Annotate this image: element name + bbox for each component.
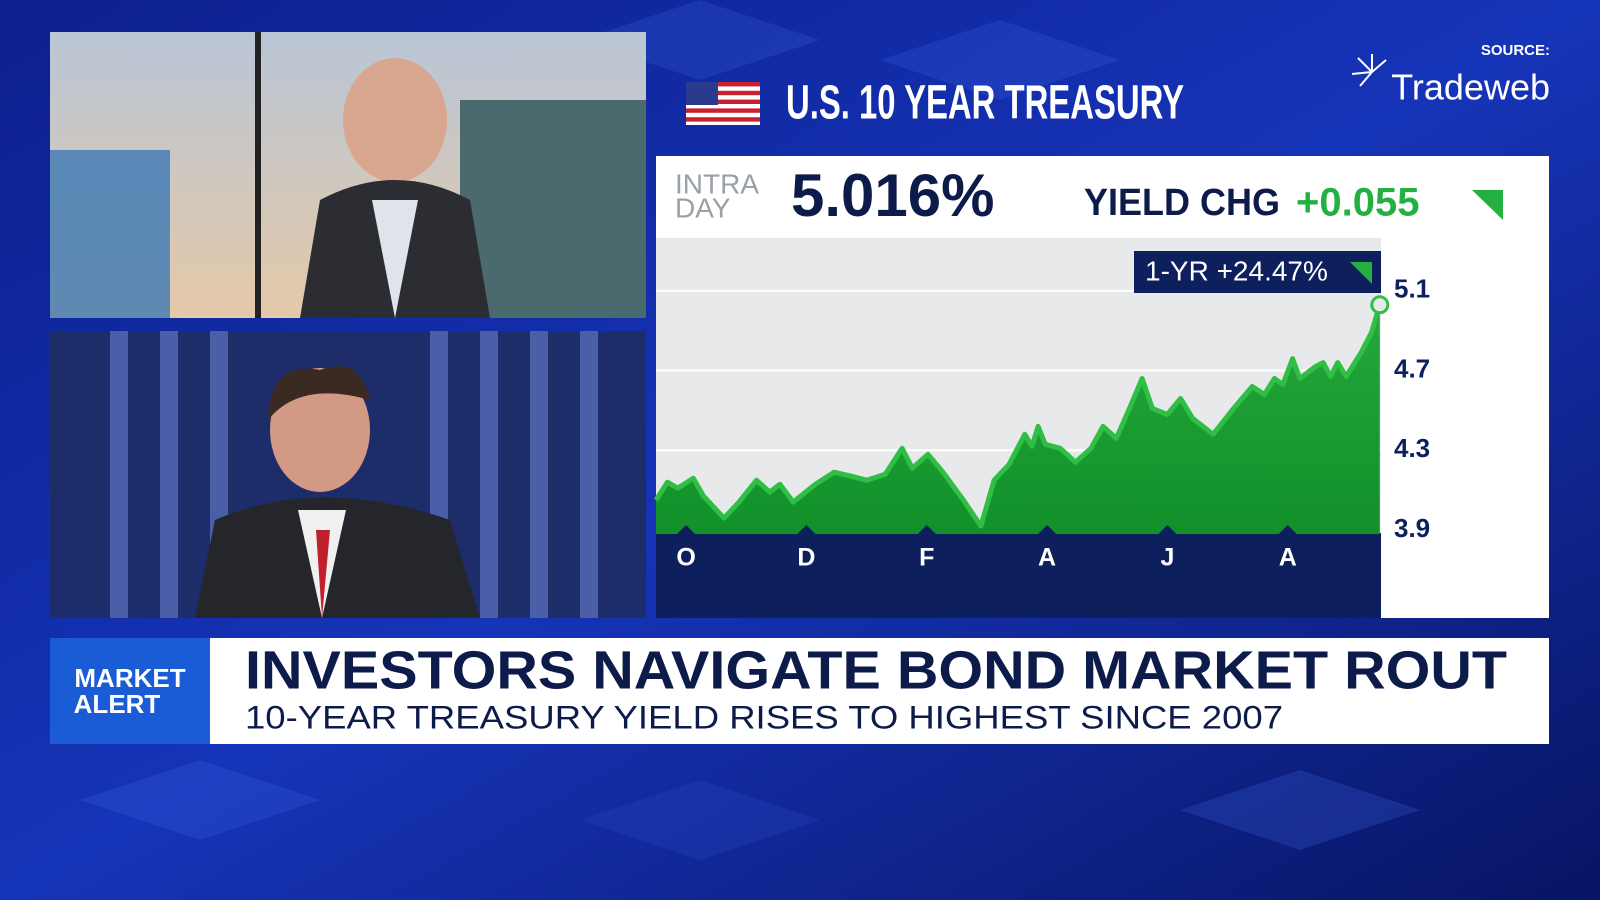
yield-value: 5.016% xyxy=(791,162,995,229)
x-tick-mark xyxy=(1158,525,1177,534)
line xyxy=(653,304,1383,529)
x-tick-mark xyxy=(677,525,696,534)
intraday-label: INTRA xyxy=(675,168,759,199)
x-axis-band xyxy=(656,533,1381,618)
headline: INVESTORS NAVIGATE BOND MARKET ROUT xyxy=(245,640,1507,700)
end-marker xyxy=(1370,295,1390,315)
x-tick-mark xyxy=(917,525,936,534)
one-year-badge xyxy=(1134,251,1381,293)
x-tick-mark xyxy=(797,525,816,534)
alert-tag-text: MARKET xyxy=(74,663,185,693)
source-name: Tradeweb xyxy=(1391,67,1550,108)
x-tick-label: O xyxy=(676,544,695,572)
one-year-change: 1-YR +24.47% xyxy=(1145,255,1328,286)
video-panel-top xyxy=(50,32,646,318)
us-flag xyxy=(686,82,760,125)
yield-change: +0.055 xyxy=(1296,181,1419,225)
background-cubes xyxy=(80,0,1420,860)
yield-change-label: YIELD CHG xyxy=(1084,182,1280,224)
x-tick-mark xyxy=(1038,525,1057,534)
x-tick-label: A xyxy=(1038,544,1056,572)
y-tick-label: 3.9 xyxy=(1394,513,1430,543)
source-label: SOURCE: xyxy=(1481,42,1550,59)
area xyxy=(656,304,1380,534)
subheadline: 10-YEAR TREASURY YIELD RISES TO HIGHEST … xyxy=(245,699,1283,735)
x-tick-label: A xyxy=(1279,544,1297,572)
chart-title: U.S. 10 YEAR TREASURY xyxy=(786,77,1184,130)
intraday-label: DAY xyxy=(675,192,731,223)
y-tick-label: 5.1 xyxy=(1394,274,1430,304)
x-tick-label: J xyxy=(1160,544,1174,572)
alert-tag xyxy=(50,638,210,744)
y-tick-label: 4.3 xyxy=(1394,433,1430,463)
x-tick-label: D xyxy=(797,544,815,572)
alert-tag-text: ALERT xyxy=(74,689,161,719)
one-year-indicator xyxy=(1350,262,1372,284)
y-tick-label: 4.7 xyxy=(1394,353,1430,383)
video-panel-bottom xyxy=(50,331,646,618)
x-tick-label: F xyxy=(919,544,934,572)
x-tick-mark xyxy=(1278,525,1297,534)
up-indicator xyxy=(1472,190,1503,220)
chart-layer: 3.9 4.3 4.7 5.1 O D F A J A xyxy=(653,274,1430,572)
source-logo xyxy=(1351,54,1387,87)
lower-third xyxy=(50,638,1549,744)
